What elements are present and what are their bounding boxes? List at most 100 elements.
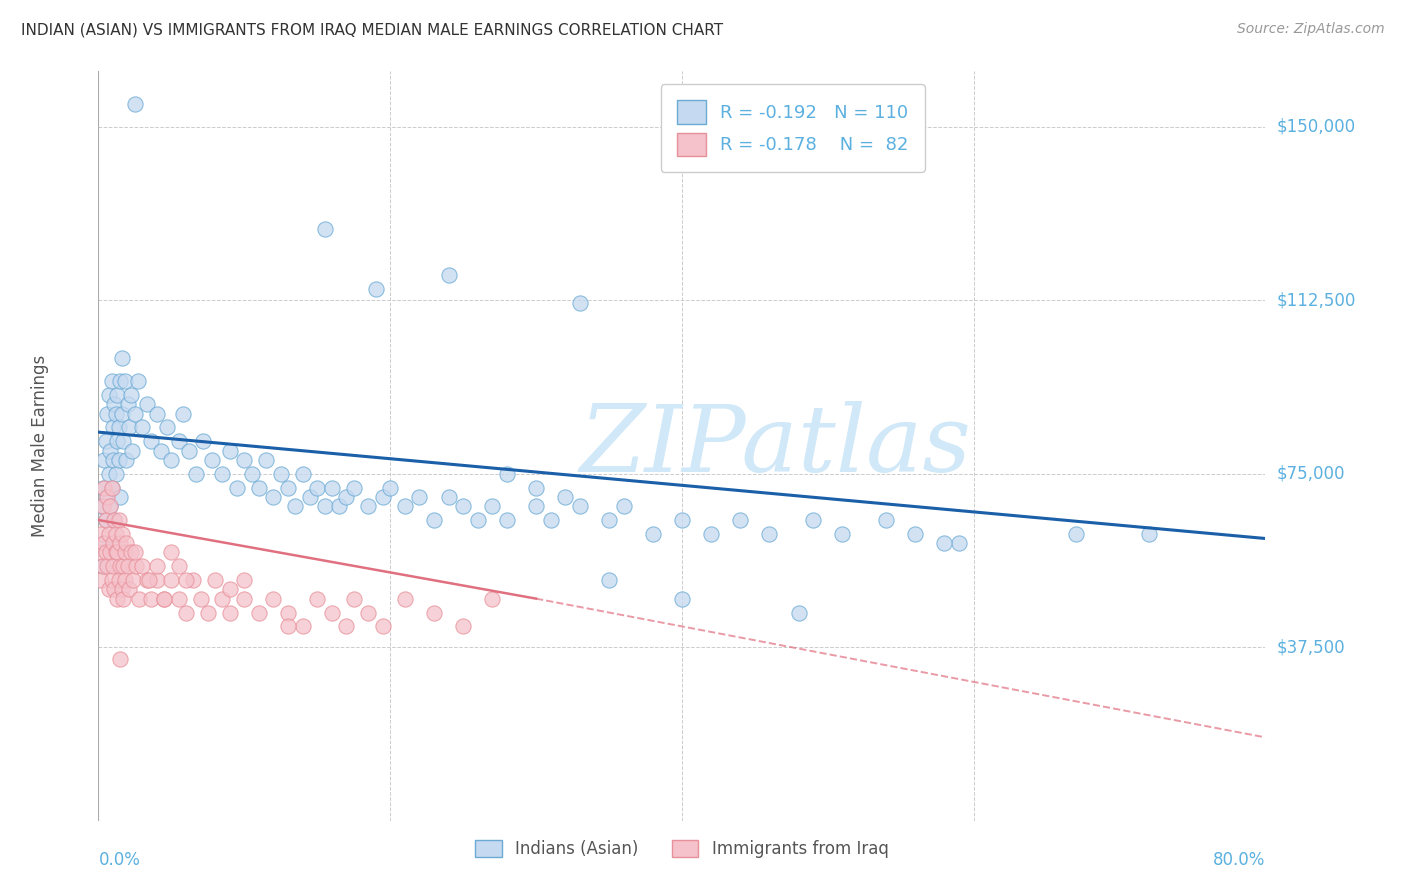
Text: $37,500: $37,500	[1277, 638, 1346, 657]
Point	[108, 513, 131, 527]
Point	[114, 374, 136, 388]
Point	[117, 559, 139, 574]
Point	[108, 420, 131, 434]
Point	[97, 467, 120, 481]
Legend: Indians (Asian), Immigrants from Iraq: Indians (Asian), Immigrants from Iraq	[468, 833, 896, 864]
Point	[103, 513, 125, 527]
Point	[496, 467, 519, 481]
Point	[94, 513, 117, 527]
Point	[101, 420, 124, 434]
Text: ZIPatlas: ZIPatlas	[579, 401, 972, 491]
Point	[247, 606, 270, 620]
Point	[172, 407, 194, 421]
Point	[146, 559, 169, 574]
Point	[94, 545, 117, 559]
Point	[124, 545, 146, 559]
Text: 80.0%: 80.0%	[1213, 851, 1265, 869]
Point	[93, 536, 115, 550]
Point	[139, 591, 162, 606]
Point	[117, 397, 139, 411]
Point	[160, 545, 183, 559]
Point	[831, 527, 853, 541]
Point	[153, 591, 176, 606]
Point	[1064, 527, 1087, 541]
Point	[193, 434, 215, 449]
Point	[291, 619, 314, 633]
Point	[114, 573, 136, 587]
Point	[115, 453, 138, 467]
Point	[314, 221, 336, 235]
Point	[160, 573, 183, 587]
Point	[105, 434, 128, 449]
Point	[112, 591, 135, 606]
Point	[218, 443, 240, 458]
Point	[233, 573, 256, 587]
Point	[357, 606, 380, 620]
Point	[103, 513, 125, 527]
Point	[218, 582, 240, 597]
Point	[167, 591, 190, 606]
Point	[112, 434, 135, 449]
Point	[118, 582, 141, 597]
Point	[91, 559, 114, 574]
Point	[335, 490, 357, 504]
Point	[97, 388, 120, 402]
Point	[554, 490, 576, 504]
Point	[423, 513, 446, 527]
Point	[124, 407, 146, 421]
Point	[94, 434, 117, 449]
Point	[343, 591, 366, 606]
Point	[641, 527, 664, 541]
Point	[307, 481, 329, 495]
Point	[97, 527, 120, 541]
Text: Median Male Earnings: Median Male Earnings	[31, 355, 49, 537]
Point	[97, 582, 120, 597]
Point	[135, 397, 157, 411]
Point	[496, 513, 519, 527]
Point	[100, 481, 122, 495]
Point	[875, 513, 897, 527]
Point	[90, 499, 112, 513]
Point	[93, 453, 115, 467]
Point	[190, 591, 212, 606]
Point	[125, 559, 148, 574]
Point	[91, 499, 114, 513]
Point	[1137, 527, 1160, 541]
Point	[364, 282, 387, 296]
Point	[110, 374, 132, 388]
Point	[111, 527, 134, 541]
Point	[104, 527, 127, 541]
Point	[120, 388, 142, 402]
Point	[240, 467, 263, 481]
Point	[298, 490, 321, 504]
Point	[328, 499, 350, 513]
Point	[100, 573, 122, 587]
Point	[96, 407, 118, 421]
Point	[291, 467, 314, 481]
Point	[94, 513, 117, 527]
Point	[284, 499, 307, 513]
Point	[262, 490, 284, 504]
Point	[481, 499, 503, 513]
Point	[118, 420, 141, 434]
Point	[101, 453, 124, 467]
Point	[138, 573, 160, 587]
Point	[934, 536, 956, 550]
Text: 0.0%: 0.0%	[98, 851, 141, 869]
Point	[730, 513, 752, 527]
Text: $150,000: $150,000	[1277, 118, 1355, 136]
Point	[150, 443, 173, 458]
Point	[90, 527, 112, 541]
Point	[110, 652, 132, 666]
Point	[91, 481, 114, 495]
Point	[343, 481, 366, 495]
Point	[110, 559, 132, 574]
Point	[314, 499, 336, 513]
Point	[201, 453, 224, 467]
Point	[104, 467, 127, 481]
Point	[568, 499, 591, 513]
Point	[101, 536, 124, 550]
Point	[103, 582, 125, 597]
Point	[100, 481, 122, 495]
Point	[277, 619, 299, 633]
